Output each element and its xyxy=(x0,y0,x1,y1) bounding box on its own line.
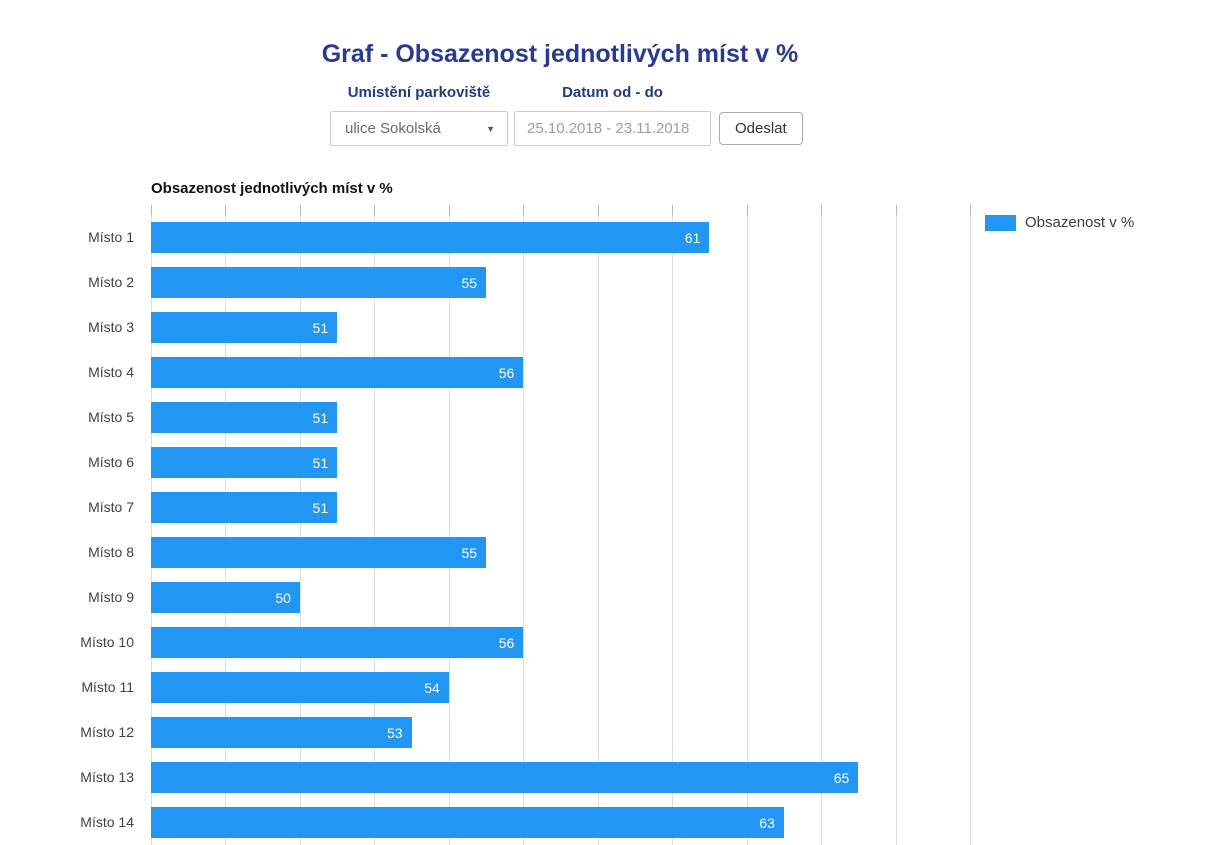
location-select[interactable]: ulice Sokolská ▼ xyxy=(330,111,508,146)
bar[interactable]: 51 xyxy=(151,402,338,433)
category-label: Místo 5 xyxy=(88,409,134,425)
bar-value-label: 51 xyxy=(312,454,329,471)
gridline xyxy=(895,215,897,845)
bar-value-label: 51 xyxy=(312,409,329,426)
category-label: Místo 12 xyxy=(80,724,134,740)
gridline xyxy=(448,215,450,845)
legend-label: Obsazenost v % xyxy=(1025,214,1135,231)
bar[interactable]: 65 xyxy=(151,762,859,793)
bar[interactable]: 55 xyxy=(151,267,487,298)
category-label: Místo 14 xyxy=(80,814,134,830)
date-range-input[interactable] xyxy=(514,111,711,146)
bar-row: Místo 9 50 xyxy=(88,575,970,620)
bar-row: Místo 7 51 xyxy=(88,485,970,530)
bar-row: Místo 8 55 xyxy=(88,530,970,575)
bar-value-label: 56 xyxy=(498,364,515,381)
axis-tick xyxy=(821,205,823,215)
chevron-down-icon: ▼ xyxy=(486,123,495,134)
bar[interactable]: 55 xyxy=(151,537,487,568)
bar-row: Místo 3 51 xyxy=(88,305,970,350)
legend-swatch xyxy=(985,215,1016,231)
bar-value-label: 65 xyxy=(833,769,850,786)
category-label: Místo 2 xyxy=(88,274,134,290)
category-label: Místo 11 xyxy=(81,679,134,695)
category-label: Místo 10 xyxy=(80,634,134,650)
bar-row: Místo 14 63 xyxy=(80,800,970,845)
gridline xyxy=(672,215,674,845)
bar-row: Místo 4 56 xyxy=(88,350,970,395)
gridline xyxy=(151,215,152,845)
bar-row: Místo 10 56 xyxy=(80,620,970,665)
bar-row: Místo 6 51 xyxy=(88,440,970,485)
category-label: Místo 3 xyxy=(88,319,134,335)
gridline xyxy=(597,215,599,845)
bar-row: Místo 11 54 xyxy=(81,665,970,710)
axis-tick xyxy=(746,205,748,215)
category-label: Místo 8 xyxy=(88,544,134,560)
bar[interactable]: 56 xyxy=(151,357,524,388)
bar-value-label: 55 xyxy=(461,544,478,561)
bar-value-label: 56 xyxy=(498,634,515,651)
bar-value-label: 51 xyxy=(312,319,329,336)
bar-value-label: 53 xyxy=(387,724,403,741)
chart-title: Obsazenost jednotlivých míst v % xyxy=(151,180,393,197)
bar[interactable]: 53 xyxy=(151,717,412,748)
bar[interactable]: 61 xyxy=(151,222,710,253)
bar[interactable]: 50 xyxy=(151,582,300,613)
category-label: Místo 1 xyxy=(88,229,134,245)
axis-tick xyxy=(597,205,599,215)
gridline xyxy=(225,215,227,845)
bar-row: Místo 2 55 xyxy=(88,260,970,305)
bar-value-label: 63 xyxy=(759,814,775,831)
category-label: Místo 13 xyxy=(80,769,134,785)
axis-tick xyxy=(448,205,450,215)
bar[interactable]: 51 xyxy=(151,447,338,478)
bar-value-label: 55 xyxy=(461,274,478,291)
category-label: Místo 7 xyxy=(88,499,134,515)
category-label: Místo 6 xyxy=(88,454,134,470)
page-title: Graf - Obsazenost jednotlivých míst v % xyxy=(321,40,799,68)
category-label: Místo 9 xyxy=(88,589,134,605)
axis-tick xyxy=(672,205,674,215)
gridline xyxy=(523,215,525,845)
axis-tick xyxy=(895,205,897,215)
location-label: Umístění parkoviště xyxy=(347,84,491,101)
bar[interactable]: 51 xyxy=(151,492,338,523)
bar[interactable]: 56 xyxy=(151,627,524,658)
bar-row: Místo 13 65 xyxy=(80,755,970,800)
axis-tick xyxy=(374,205,376,215)
bar-value-label: 50 xyxy=(275,589,291,606)
submit-button[interactable]: Odeslat xyxy=(719,112,803,145)
date-range-label: Datum od - do xyxy=(562,84,663,101)
bar[interactable]: 54 xyxy=(151,672,449,703)
location-select-value: ulice Sokolská xyxy=(345,120,441,137)
bar-value-label: 61 xyxy=(684,229,701,246)
axis-tick xyxy=(225,205,227,215)
bar[interactable]: 51 xyxy=(151,312,338,343)
bar-value-label: 54 xyxy=(424,679,440,696)
gridline xyxy=(374,215,376,845)
bar[interactable]: 63 xyxy=(151,807,784,838)
plot-area: Místo 1 61 Místo 2 55 Místo 3 51 Místo 4 56 Míst… xyxy=(80,205,971,845)
axis-tick xyxy=(970,205,971,215)
axis-tick xyxy=(151,205,152,215)
bar-row: Místo 1 61 xyxy=(88,215,970,260)
bar-value-label: 51 xyxy=(312,499,329,516)
gridline xyxy=(970,215,971,845)
gridline xyxy=(746,215,748,845)
bar-row: Místo 5 51 xyxy=(88,395,970,440)
gridline xyxy=(821,215,823,845)
gridline xyxy=(299,215,301,845)
bar-row: Místo 12 53 xyxy=(80,710,970,755)
category-label: Místo 4 xyxy=(88,364,134,380)
axis-tick xyxy=(523,205,525,215)
axis-tick xyxy=(299,205,301,215)
